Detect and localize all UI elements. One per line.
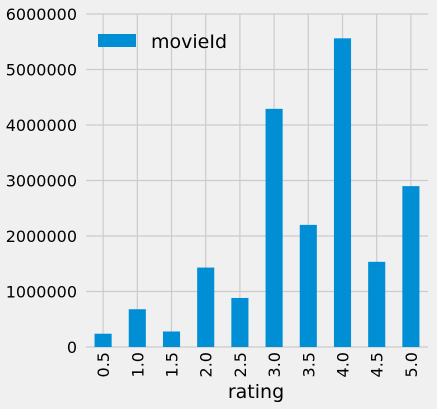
y-tick-label: 5000000 xyxy=(6,61,77,80)
x-axis-title: rating xyxy=(228,381,284,403)
x-tick-label: 2.0 xyxy=(197,352,216,377)
legend-swatch-movieId xyxy=(98,34,136,47)
x-tick-label: 4.5 xyxy=(368,352,387,377)
x-tick-label: 1.0 xyxy=(128,352,147,377)
bar-5.0 xyxy=(402,186,420,347)
bar-4.5 xyxy=(368,261,386,347)
legend: movieId xyxy=(98,31,227,53)
bar-2.5 xyxy=(231,297,249,347)
bars xyxy=(94,38,420,347)
y-tick-label: 0 xyxy=(67,338,77,357)
y-tick-label: 4000000 xyxy=(6,116,77,135)
bar-0.5 xyxy=(94,333,112,347)
y-tick-label: 6000000 xyxy=(6,5,77,24)
y-tick-label: 2000000 xyxy=(6,227,77,246)
x-tick-label: 5.0 xyxy=(402,352,421,377)
x-tick-label: 3.0 xyxy=(265,352,284,377)
bar-3.5 xyxy=(299,224,317,347)
x-tick-label: 4.0 xyxy=(334,352,353,377)
y-tick-label: 1000000 xyxy=(6,283,77,302)
y-tick-label: 3000000 xyxy=(6,172,77,191)
bar-3.0 xyxy=(265,108,283,347)
x-tick-label: 3.5 xyxy=(299,352,318,377)
bar-4.0 xyxy=(333,38,352,347)
y-tick-labels: 0 1000000 2000000 3000000 4000000 5000000 6000… xyxy=(6,5,77,357)
bar-1.0 xyxy=(128,309,146,347)
bar-1.5 xyxy=(162,331,181,347)
bar-2.0 xyxy=(197,267,215,347)
x-tick-label: 0.5 xyxy=(94,352,113,377)
legend-label-movieId: movieId xyxy=(151,31,227,53)
x-tick-label: 2.5 xyxy=(231,352,250,377)
x-tick-labels: 0.5 1.0 1.5 2.0 2.5 3.0 3.5 4.0 4.5 5.0 xyxy=(94,352,421,377)
x-tick-label: 1.5 xyxy=(163,352,182,377)
